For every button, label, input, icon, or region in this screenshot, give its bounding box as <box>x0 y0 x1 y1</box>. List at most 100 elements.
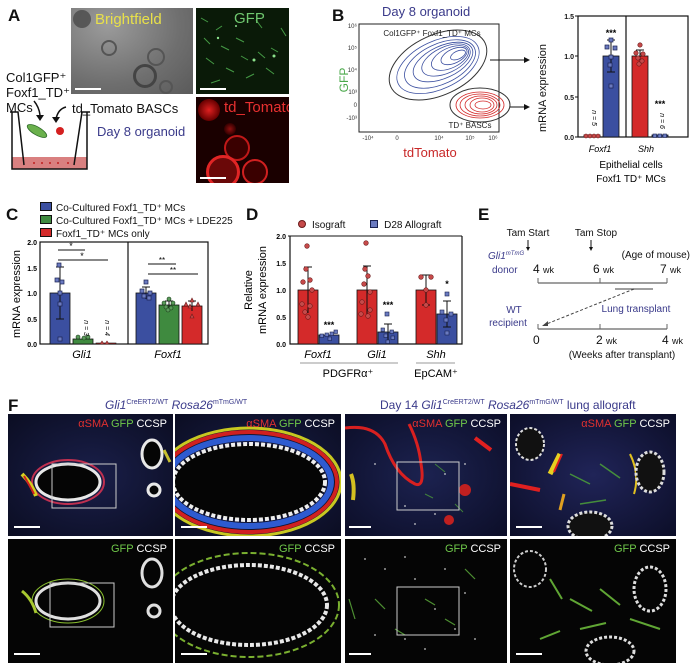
f-image-top-2: αSMA GFP CCSP <box>175 414 341 536</box>
c-n1: n = 3 <box>82 320 89 336</box>
svg-text:0.5: 0.5 <box>564 95 574 102</box>
svg-text:4 wk: 4 wk <box>662 333 684 347</box>
svg-text:7 wk: 7 wk <box>660 262 682 276</box>
svg-text:Shh: Shh <box>426 349 446 361</box>
svg-text:4 wk: 4 wk <box>533 262 555 276</box>
svg-text:1.0: 1.0 <box>276 288 286 295</box>
svg-text:1.5: 1.5 <box>276 261 286 268</box>
svg-text:10⁵: 10⁵ <box>465 135 475 142</box>
recipient-label-1: WT <box>506 305 522 316</box>
svg-text:10⁵: 10⁵ <box>348 45 358 52</box>
svg-text:1.5: 1.5 <box>27 266 37 273</box>
panel-label-b: B <box>332 6 345 25</box>
donor-label: donor <box>492 265 518 276</box>
age-label: (Age of mouse) <box>622 250 690 261</box>
flow-cytometry-plot: 10⁶ 10⁵ 10⁴ 10³ 0 -10³ -10⁴ 0 10⁴ 10⁵ 10⁶ GFP td… <box>337 23 530 160</box>
svg-text:1.5: 1.5 <box>564 14 574 21</box>
flow-xlabel: tdTomato <box>403 145 456 160</box>
c-legend-item-2: Co-Cultured Foxf1_TD⁺ MCs + LDE225 <box>40 215 233 228</box>
svg-text:-10³: -10³ <box>346 116 357 122</box>
f-image-bottom-4: GFP CCSP <box>510 539 676 663</box>
d-legend-circle-icon <box>298 220 306 228</box>
d-ylabel-2: mRNA expression <box>257 246 269 334</box>
svg-text:Foxf1: Foxf1 <box>589 144 612 154</box>
svg-text:*: * <box>80 251 84 261</box>
f-image-bottom-1: GFP CCSP <box>8 539 173 663</box>
day8-label: Day 8 organoid <box>97 124 186 139</box>
tam-stop-label: Tam Stop <box>575 228 618 239</box>
b-n2: n = 6 <box>658 113 665 129</box>
timeline-diagram: Tam Start Tam Stop (Age of mouse) Gli1mT… <box>488 228 690 361</box>
d-legend: Isograft D28 Allograft <box>298 220 441 231</box>
gfp-label: GFP <box>234 10 265 27</box>
svg-text:10⁴: 10⁴ <box>348 67 358 74</box>
b-n1: n = 5 <box>590 110 597 126</box>
svg-text:0.0: 0.0 <box>27 342 37 349</box>
gate-bottom-label: TD⁺ BASCs <box>449 121 492 130</box>
f-image-bottom-3: GFP CCSP <box>345 539 507 663</box>
svg-text:0.0: 0.0 <box>276 342 286 349</box>
f-image-bottom-2: GFP CCSP <box>175 539 341 663</box>
gfp-image: GFP <box>196 8 289 94</box>
svg-text:10⁶: 10⁶ <box>488 135 498 142</box>
svg-text:*: * <box>445 279 449 289</box>
d-ylabel-1: Relative <box>243 270 255 310</box>
svg-text:0.5: 0.5 <box>27 317 37 324</box>
svg-text:Foxf1: Foxf1 <box>154 349 182 361</box>
transplant-label: Lung transplant <box>602 304 671 315</box>
d-group-1: PDGFRα⁺ <box>323 368 374 380</box>
svg-text:10⁴: 10⁴ <box>434 135 444 142</box>
svg-text:0: 0 <box>395 136 399 142</box>
svg-text:2.0: 2.0 <box>276 234 286 241</box>
svg-text:Gli1: Gli1 <box>367 349 387 361</box>
panel-label-d: D <box>246 205 259 224</box>
svg-text:1.0: 1.0 <box>564 54 574 61</box>
panel-label-a: A <box>8 6 21 25</box>
c-legend-item-1: Co-Cultured Foxf1_TD⁺ MCs <box>40 202 233 215</box>
f-image-top-1: αSMA GFP CCSP <box>8 414 173 536</box>
f-left-title: Gli1CreERT2/WT Rosa26mTmG/WT <box>105 398 248 412</box>
svg-text:***: *** <box>606 28 617 38</box>
svg-text:10³: 10³ <box>348 90 357 96</box>
c-n2: n = 4 <box>103 320 110 336</box>
panel-label-e: E <box>478 205 490 224</box>
svg-text:2 wk: 2 wk <box>596 333 618 347</box>
brightfield-label: Brightfield <box>95 11 162 28</box>
svg-text:0: 0 <box>533 333 540 347</box>
svg-text:0: 0 <box>354 103 358 109</box>
panel-b-bar-chart: mRNA expression 1.5 1.0 0.5 0.0 *** n = 5 *… <box>537 14 689 185</box>
c-legend-swatch-green <box>40 215 52 224</box>
weeks-label: (Weeks after transplant) <box>569 350 676 361</box>
svg-text:Gli1: Gli1 <box>72 349 92 361</box>
b-xlabel-2: Foxf1 TD⁺ MCs <box>596 174 666 185</box>
f-image-top-4: αSMA GFP CCSP <box>510 414 676 536</box>
svg-text:Shh: Shh <box>638 144 654 154</box>
svg-text:Foxf1: Foxf1 <box>304 349 332 361</box>
tam-start-label: Tam Start <box>507 228 550 239</box>
svg-text:0.5: 0.5 <box>276 315 286 322</box>
svg-text:0.0: 0.0 <box>564 135 574 142</box>
flow-title: Day 8 organoid <box>382 4 471 19</box>
recipient-label-2: recipient <box>489 318 527 329</box>
svg-text:***: *** <box>383 300 394 310</box>
c-legend-item-3: Foxf1_TD⁺ MCs only <box>40 228 233 241</box>
panel-c-bar-chart: mRNA expression 2.0 1.5 1.0 0.5 0.0 n = 3 n … <box>11 240 209 361</box>
brightfield-image: Brightfield <box>71 8 193 94</box>
svg-text:**: ** <box>159 256 165 265</box>
c-legend-swatch-red <box>40 228 52 237</box>
panel-label-c: C <box>6 205 19 224</box>
b-xlabel-1: Epithelial cells <box>599 160 662 171</box>
svg-text:10⁶: 10⁶ <box>348 23 358 30</box>
tdtomato-label: td_Tomato <box>224 99 289 116</box>
svg-text:*: * <box>69 241 73 251</box>
gfp-texture <box>200 17 287 84</box>
svg-text:**: ** <box>170 266 176 275</box>
svg-text:2.0: 2.0 <box>27 240 37 247</box>
panel-label-f: F <box>8 396 19 415</box>
c-ylabel: mRNA expression <box>11 250 23 338</box>
f-image-top-3: αSMA GFP CCSP <box>345 414 507 536</box>
flow-ylabel: GFP <box>337 68 351 93</box>
panel-d-bar-chart: Relative mRNA expression 2.0 1.5 1.0 0.5 0.0… <box>243 234 463 380</box>
transwell-schematic <box>10 100 90 170</box>
d-group-2: EpCAM⁺ <box>414 368 458 380</box>
